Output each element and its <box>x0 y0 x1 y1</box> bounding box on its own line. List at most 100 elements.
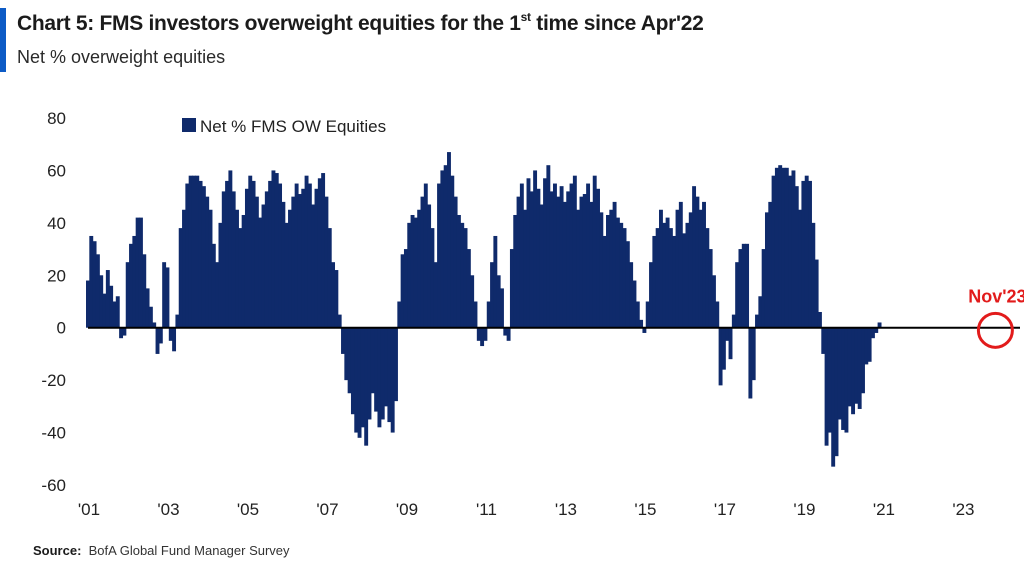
bar <box>89 235 94 328</box>
bar <box>450 175 455 328</box>
bar <box>751 327 756 381</box>
bar <box>172 327 177 352</box>
bar <box>341 327 345 354</box>
bar <box>606 214 610 328</box>
bar <box>632 280 637 328</box>
bar <box>95 254 100 328</box>
bar <box>503 327 508 336</box>
bar <box>271 170 276 328</box>
y-tick-label: 20 <box>47 266 66 285</box>
bar <box>407 222 412 328</box>
bar <box>642 327 647 333</box>
bar <box>297 194 302 328</box>
bar <box>821 327 826 354</box>
bar <box>132 235 137 328</box>
bar <box>721 327 726 370</box>
bar <box>440 170 445 328</box>
bar <box>337 314 342 328</box>
bar <box>549 191 554 328</box>
bar <box>344 327 349 381</box>
bar <box>553 183 557 328</box>
bar <box>387 327 392 423</box>
bar <box>188 175 193 328</box>
bar <box>413 217 418 328</box>
bar <box>837 327 842 420</box>
bar <box>662 222 667 328</box>
bar <box>288 209 292 328</box>
title-main-text: Chart 5: FMS investors overweight equiti… <box>17 12 521 35</box>
bar <box>165 267 170 328</box>
bar <box>370 327 375 394</box>
bar <box>225 180 230 328</box>
legend-swatch <box>182 118 196 132</box>
bar <box>417 209 422 328</box>
bar <box>321 173 326 328</box>
bar <box>92 241 97 328</box>
bar <box>698 209 703 328</box>
bar <box>519 183 524 328</box>
bar <box>112 301 117 328</box>
bar <box>784 167 789 328</box>
bar <box>437 183 441 328</box>
bar <box>827 327 832 433</box>
bar <box>264 191 269 328</box>
bar <box>599 212 604 328</box>
bar <box>764 212 769 328</box>
x-tick-label: '07 <box>316 500 338 519</box>
bar <box>129 243 133 328</box>
bar <box>781 167 786 328</box>
bar <box>556 196 561 328</box>
x-tick-label: '19 <box>793 500 815 519</box>
bar <box>576 209 581 328</box>
y-tick-label: 0 <box>57 319 66 338</box>
bar <box>122 327 127 336</box>
bar <box>622 228 627 328</box>
bar <box>748 327 753 399</box>
bar <box>158 327 163 344</box>
bar <box>480 327 485 347</box>
bar <box>794 186 799 328</box>
bar <box>327 228 332 328</box>
bar <box>99 275 104 328</box>
bar <box>490 262 494 328</box>
y-tick-label: 80 <box>47 109 66 128</box>
bar <box>738 249 743 328</box>
bar <box>533 170 538 328</box>
bar <box>774 167 779 328</box>
bar <box>125 262 130 328</box>
x-tick-label: '03 <box>157 500 179 519</box>
bar <box>274 173 279 328</box>
bar <box>755 314 759 328</box>
bar <box>380 327 385 420</box>
chart-title: Chart 5: FMS investors overweight equiti… <box>17 10 704 36</box>
bar <box>715 301 720 328</box>
bar <box>847 327 852 407</box>
bar <box>182 209 186 328</box>
bar <box>609 209 614 328</box>
bar <box>874 327 879 333</box>
bar <box>281 201 286 328</box>
x-tick-label: '23 <box>952 500 974 519</box>
bar <box>804 175 809 328</box>
bar <box>377 327 382 428</box>
bar <box>191 175 196 328</box>
bar <box>307 183 312 328</box>
bar <box>635 301 640 328</box>
bar <box>244 188 249 328</box>
bar <box>155 327 160 354</box>
bar <box>463 228 468 328</box>
bar <box>168 327 173 341</box>
bar <box>652 235 657 328</box>
bar <box>745 243 750 328</box>
bar <box>817 311 822 328</box>
bar <box>317 178 322 328</box>
bar <box>105 270 110 328</box>
bar <box>768 201 773 328</box>
bar <box>639 319 644 328</box>
bar <box>672 235 677 328</box>
bar <box>582 194 587 328</box>
x-axis-tick-labels: '01 '03 '05 '07 '09 '11 '13 '15 '17 '19 '21 '23 <box>78 500 975 519</box>
bar <box>304 175 309 328</box>
bar <box>864 327 869 365</box>
bar <box>529 191 534 328</box>
